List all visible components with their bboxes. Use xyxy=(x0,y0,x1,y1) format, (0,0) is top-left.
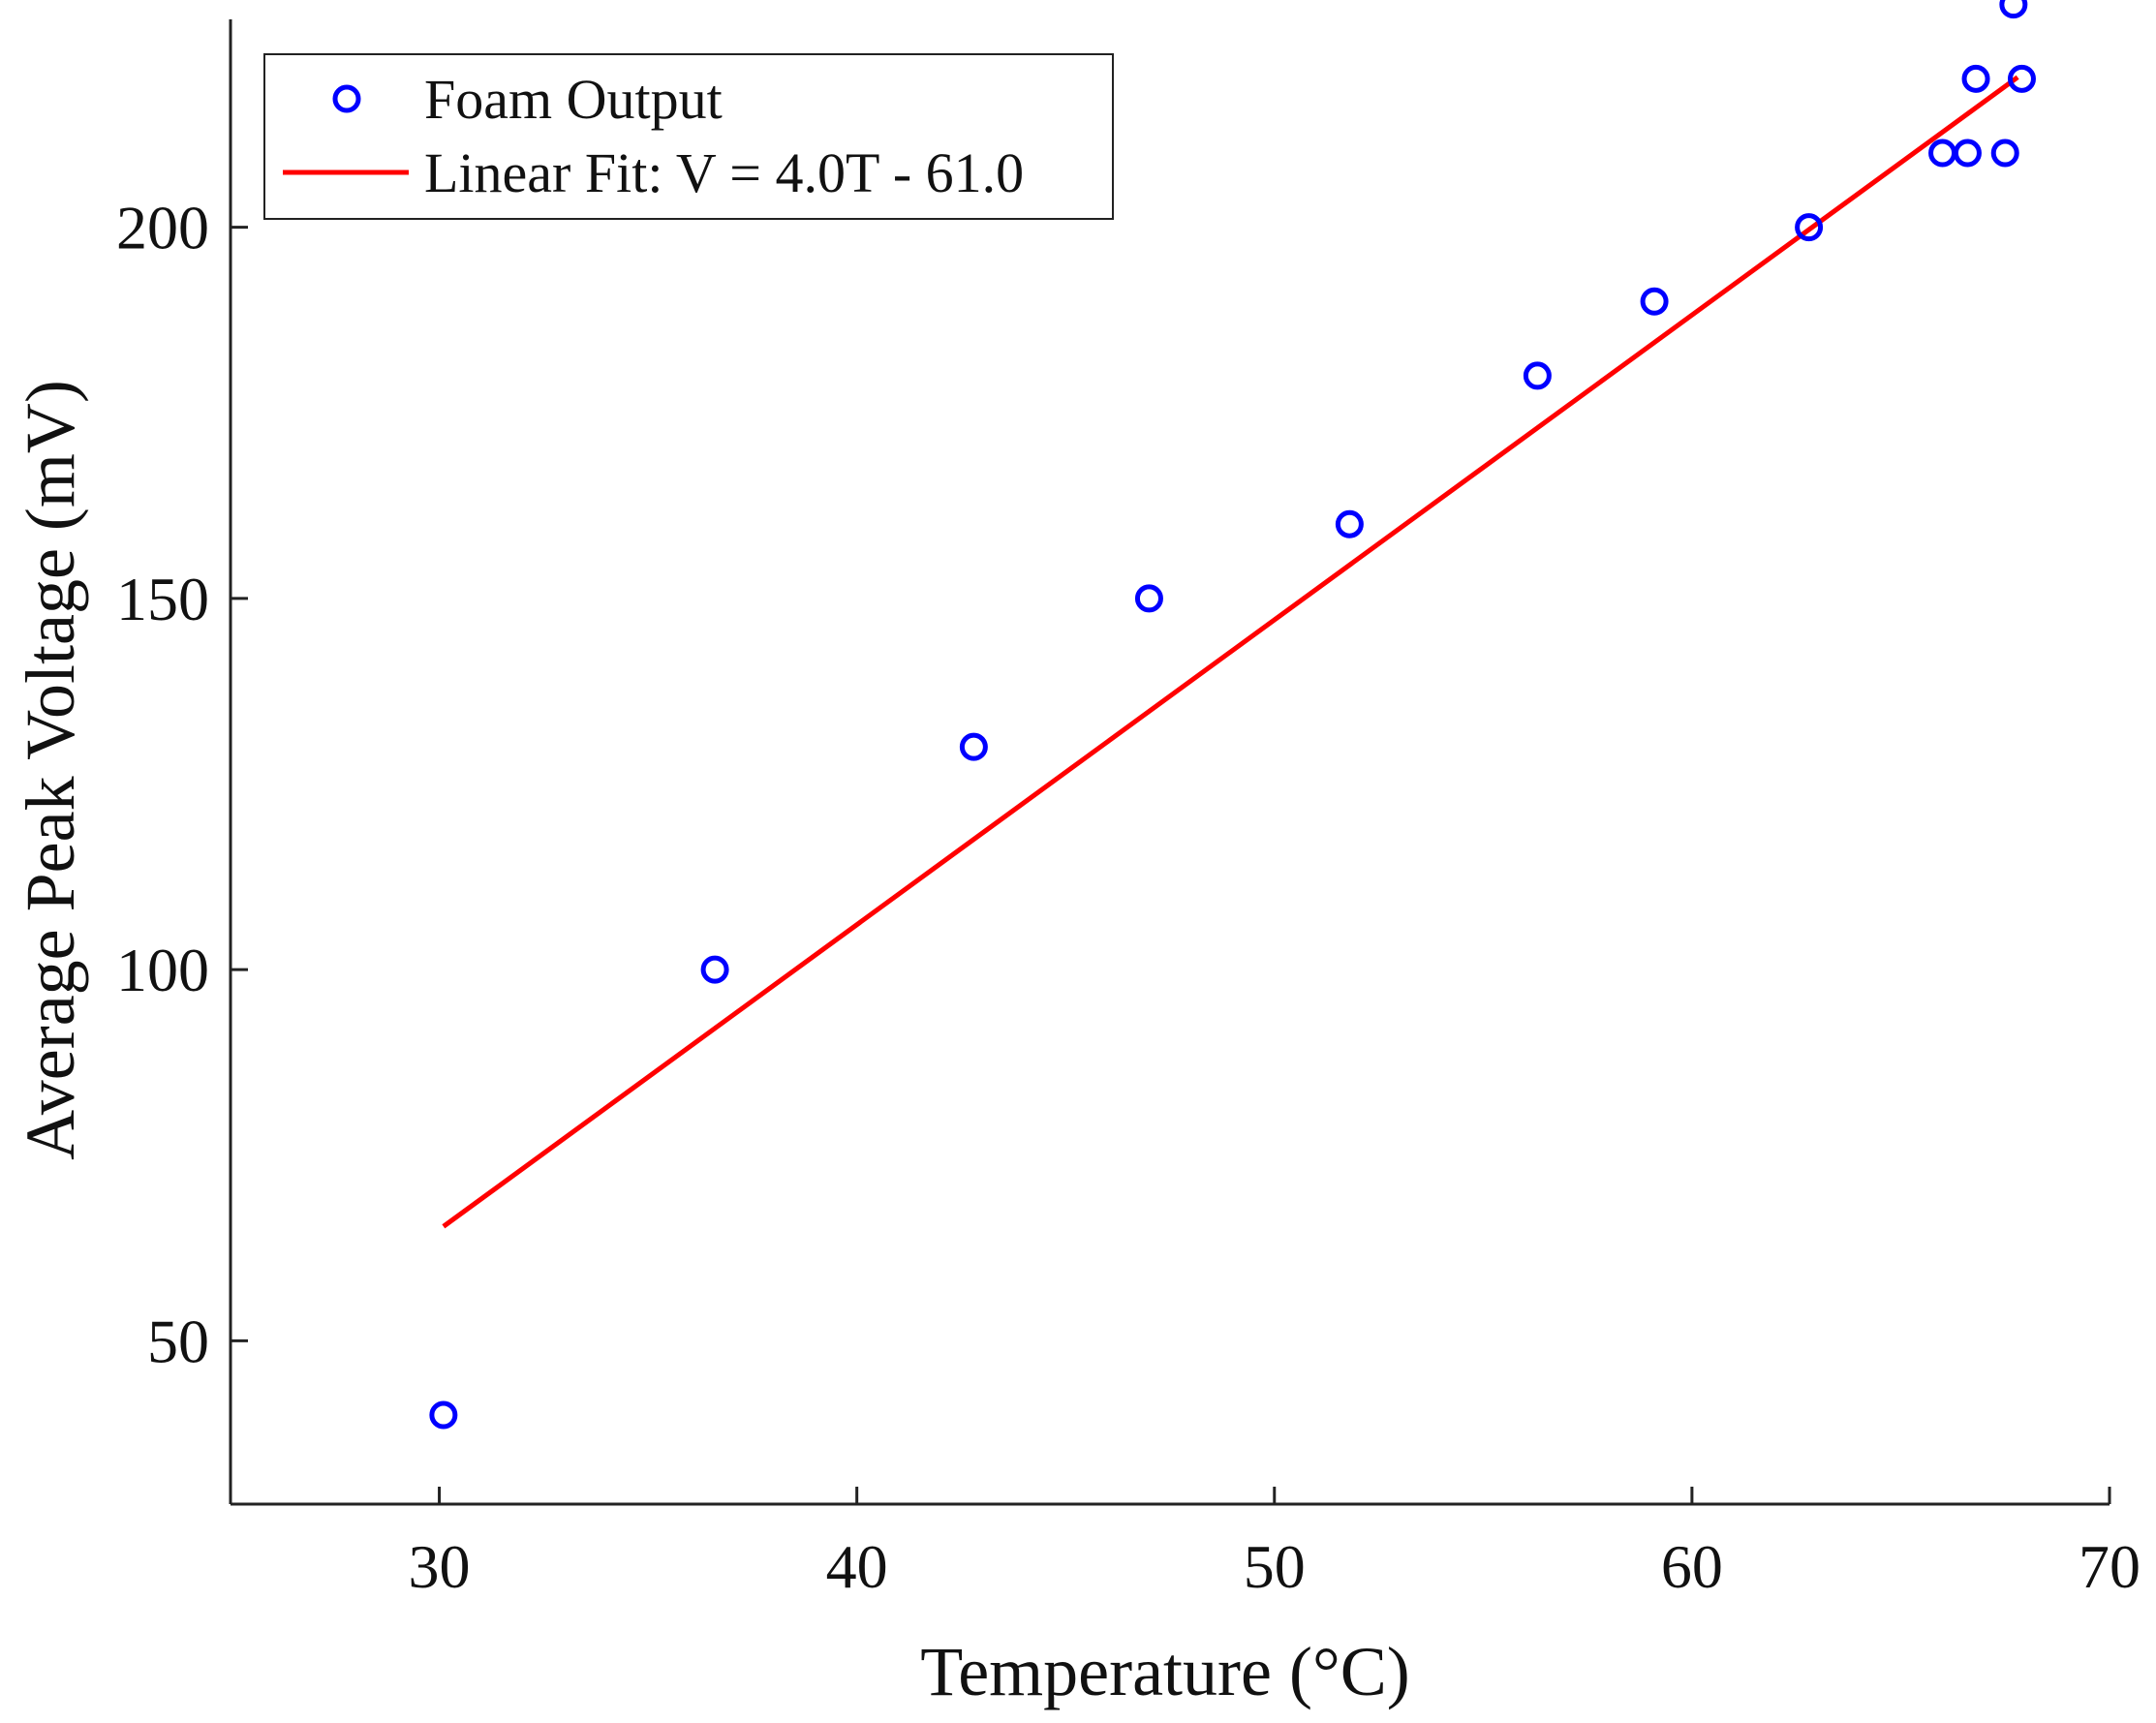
y-tick-label: 200 xyxy=(116,194,209,262)
x-ticks: 30 40 50 60 70 xyxy=(409,1487,2141,1601)
data-point xyxy=(959,732,988,761)
legend-label-foam-output: Foam Output xyxy=(424,68,723,131)
data-point xyxy=(1961,64,1990,93)
x-tick-label: 30 xyxy=(409,1532,471,1601)
legend-marker-foam-output xyxy=(332,84,361,113)
data-point xyxy=(1335,509,1364,538)
linear-fit-line xyxy=(442,75,2019,1229)
y-axis-title: Average Peak Voltage (mV) xyxy=(12,380,89,1160)
y-tick-label: 150 xyxy=(116,565,209,633)
x-tick-label: 70 xyxy=(2079,1532,2141,1601)
data-point xyxy=(2007,64,2036,93)
legend-box xyxy=(263,53,1114,220)
data-point xyxy=(429,1400,458,1430)
data-point xyxy=(1795,213,1824,242)
legend-label-linear-fit: Linear Fit: V = 4.0T - 61.0 xyxy=(424,141,1024,204)
data-point xyxy=(700,955,729,984)
axes xyxy=(229,19,2110,1506)
data-point xyxy=(1523,361,1552,390)
data-point xyxy=(1999,0,2028,19)
x-tick-label: 60 xyxy=(1661,1532,1723,1601)
y-ticks: 50 100 150 200 xyxy=(116,194,248,1375)
data-point xyxy=(1990,138,2019,168)
x-tick-label: 50 xyxy=(1244,1532,1306,1601)
data-point xyxy=(1928,138,1957,168)
y-tick-label: 50 xyxy=(147,1307,209,1375)
data-point xyxy=(1953,138,1982,168)
x-tick-label: 40 xyxy=(826,1532,888,1601)
legend: Foam Output Linear Fit: V = 4.0T - 61.0 xyxy=(263,53,1114,220)
x-axis-title: Temperature (°C) xyxy=(920,1633,1410,1710)
y-tick-label: 100 xyxy=(116,936,209,1004)
data-point xyxy=(1640,287,1669,316)
data-point xyxy=(1134,584,1163,613)
plot-area xyxy=(429,0,2036,1430)
